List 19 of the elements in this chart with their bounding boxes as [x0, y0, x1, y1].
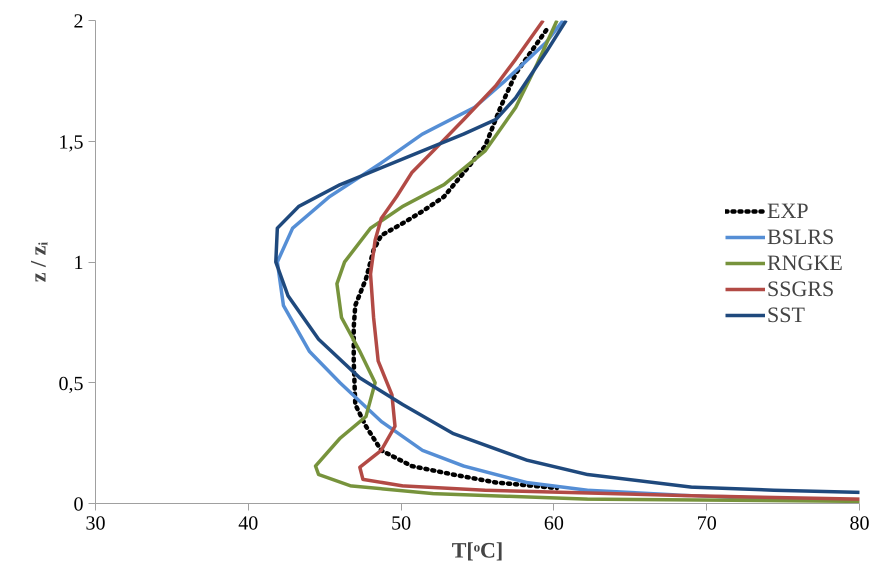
legend-label: SST [767, 302, 805, 328]
line-series [351, 28, 560, 490]
legend-label: EXP [767, 198, 809, 224]
y-tick-label: 1 [74, 252, 84, 274]
y-tick-label: 0,5 [58, 372, 84, 395]
x-tick-label: 70 [696, 512, 717, 534]
y-tick-label: 2 [74, 10, 84, 32]
y-axis-title: z / zᵢ [26, 242, 50, 282]
y-tick-label: 1,5 [58, 131, 84, 154]
x-tick-label: 50 [391, 512, 412, 534]
y-tick-label: 0 [74, 494, 84, 516]
x-tick-label: 80 [850, 512, 870, 534]
x-tick-label: 40 [238, 512, 258, 534]
x-tick-label: 30 [86, 512, 106, 534]
legend-label: RNGKE [767, 250, 843, 276]
x-axis-title: T[ᵒC] [452, 538, 504, 562]
legend-label: BSLRS [767, 224, 834, 250]
legend-label: SSGRS [767, 276, 834, 302]
x-tick-label: 60 [544, 512, 564, 534]
